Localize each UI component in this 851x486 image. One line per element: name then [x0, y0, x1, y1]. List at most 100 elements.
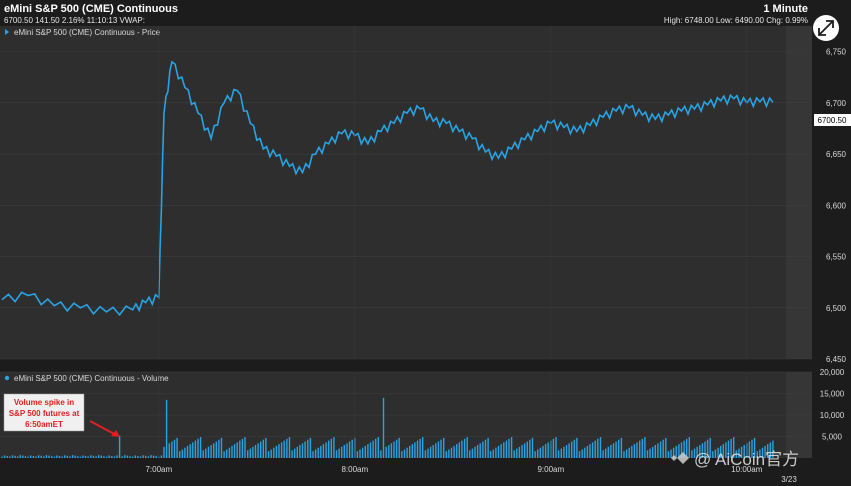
volume-bar: [458, 442, 460, 458]
volume-bar: [343, 445, 345, 458]
volume-bar: [273, 447, 275, 458]
x-tick-label: 10:00am: [731, 465, 762, 474]
volume-bar: [361, 447, 364, 458]
volume-bar: [155, 456, 157, 458]
volume-bar: [490, 451, 492, 458]
volume-bar: [395, 439, 398, 458]
expand-arrows-icon[interactable]: [813, 15, 839, 41]
volume-bar: [727, 440, 730, 458]
volume-bar: [278, 444, 280, 458]
volume-bar: [641, 438, 643, 458]
volume-bar: [751, 439, 753, 458]
volume-bar: [555, 437, 557, 458]
volume-bar: [58, 456, 61, 458]
volume-bar: [636, 442, 638, 458]
volume-bar: [424, 450, 427, 458]
volume-bar: [699, 445, 701, 458]
volume-bar: [301, 443, 304, 458]
volume-bar: [594, 440, 596, 458]
volume-bar: [134, 455, 136, 458]
volume-bar: [137, 456, 139, 458]
volume-bar: [678, 444, 680, 458]
volume-bar: [605, 448, 607, 458]
volume-bar: [118, 435, 121, 458]
volume-bar: [767, 444, 769, 458]
svg-text:eMini S&P 500 (CME) Continuous: eMini S&P 500 (CME) Continuous - Price: [14, 28, 161, 37]
volume-bar: [450, 447, 453, 458]
volume-bar: [688, 437, 690, 458]
volume-bar: [435, 443, 437, 458]
volume-bar: [584, 447, 586, 458]
volume-bar: [453, 445, 455, 458]
volume-bar: [192, 442, 194, 458]
volume-bar: [733, 437, 735, 458]
volume-bar: [48, 455, 50, 458]
volume-bar: [557, 450, 560, 458]
volume-bar: [772, 440, 774, 458]
volume-bar: [375, 438, 377, 458]
volume-bar: [108, 455, 110, 458]
volume-bar: [236, 442, 238, 458]
volume-bar: [30, 455, 32, 458]
volume-bar: [262, 439, 264, 458]
volume-bar: [714, 449, 717, 458]
volume-bar: [87, 456, 89, 458]
volume-bar: [291, 450, 293, 458]
volume-bar: [6, 456, 8, 458]
volume-bar: [576, 437, 578, 458]
volume-bar: [150, 455, 152, 458]
volume-bar: [670, 449, 672, 458]
volume-bar: [328, 440, 330, 458]
volume-bar: [487, 437, 489, 458]
volume-bar: [735, 450, 737, 458]
price-tick-label: 6,550: [826, 253, 847, 262]
volume-bar: [639, 440, 641, 458]
volume-bar: [388, 445, 390, 458]
volume-bar: [411, 444, 413, 458]
volume-bar: [597, 438, 599, 458]
price-tick-label: 6,650: [826, 150, 847, 159]
price-line: [1, 60, 774, 317]
volume-bar: [769, 442, 771, 458]
volume-bar: [296, 446, 298, 458]
volume-bar: [286, 438, 288, 458]
volume-bar: [307, 439, 309, 458]
volume-bar: [644, 437, 646, 458]
volume-bar: [466, 437, 468, 458]
volume-bar: [257, 443, 259, 458]
quote-line: 6700.50 141.50 2.16% 11:10:13 VWAP:: [4, 16, 145, 25]
volume-tick-label: 5,000: [822, 433, 843, 442]
volume-bar: [66, 455, 68, 458]
volume-bar: [620, 437, 623, 458]
volume-bar: [145, 455, 147, 458]
volume-bar: [463, 438, 466, 458]
volume-bar: [440, 439, 442, 458]
volume-bar: [560, 448, 562, 458]
volume-bar: [139, 456, 142, 458]
price-panel-shade: [786, 26, 812, 359]
volume-bar: [335, 450, 338, 458]
volume-bar: [51, 456, 53, 458]
volume-bar: [265, 437, 267, 458]
volume-bar: [105, 456, 108, 458]
volume-bar: [377, 437, 379, 458]
volume-bar: [215, 441, 217, 458]
volume-bar: [761, 447, 764, 458]
volume-bar: [294, 448, 296, 458]
watermark: @ AiCoin官方: [671, 450, 799, 469]
stats-line: High: 6748.00 Low: 6490.00 Chg: 0.99%: [664, 16, 808, 25]
volume-bar: [529, 439, 531, 458]
volume-bar: [280, 442, 283, 458]
volume-bar: [437, 441, 440, 458]
volume-bar: [422, 437, 424, 458]
volume-bar: [147, 456, 149, 458]
volume-bar: [513, 450, 515, 458]
volume-bar: [398, 437, 400, 458]
volume-bar: [168, 443, 170, 458]
volume-bar: [654, 445, 656, 458]
interval-label[interactable]: 1 Minute: [763, 3, 808, 15]
volume-bar: [74, 455, 76, 458]
volume-bar: [218, 439, 220, 458]
volume-bar: [171, 441, 173, 458]
volume-bar: [312, 451, 314, 458]
